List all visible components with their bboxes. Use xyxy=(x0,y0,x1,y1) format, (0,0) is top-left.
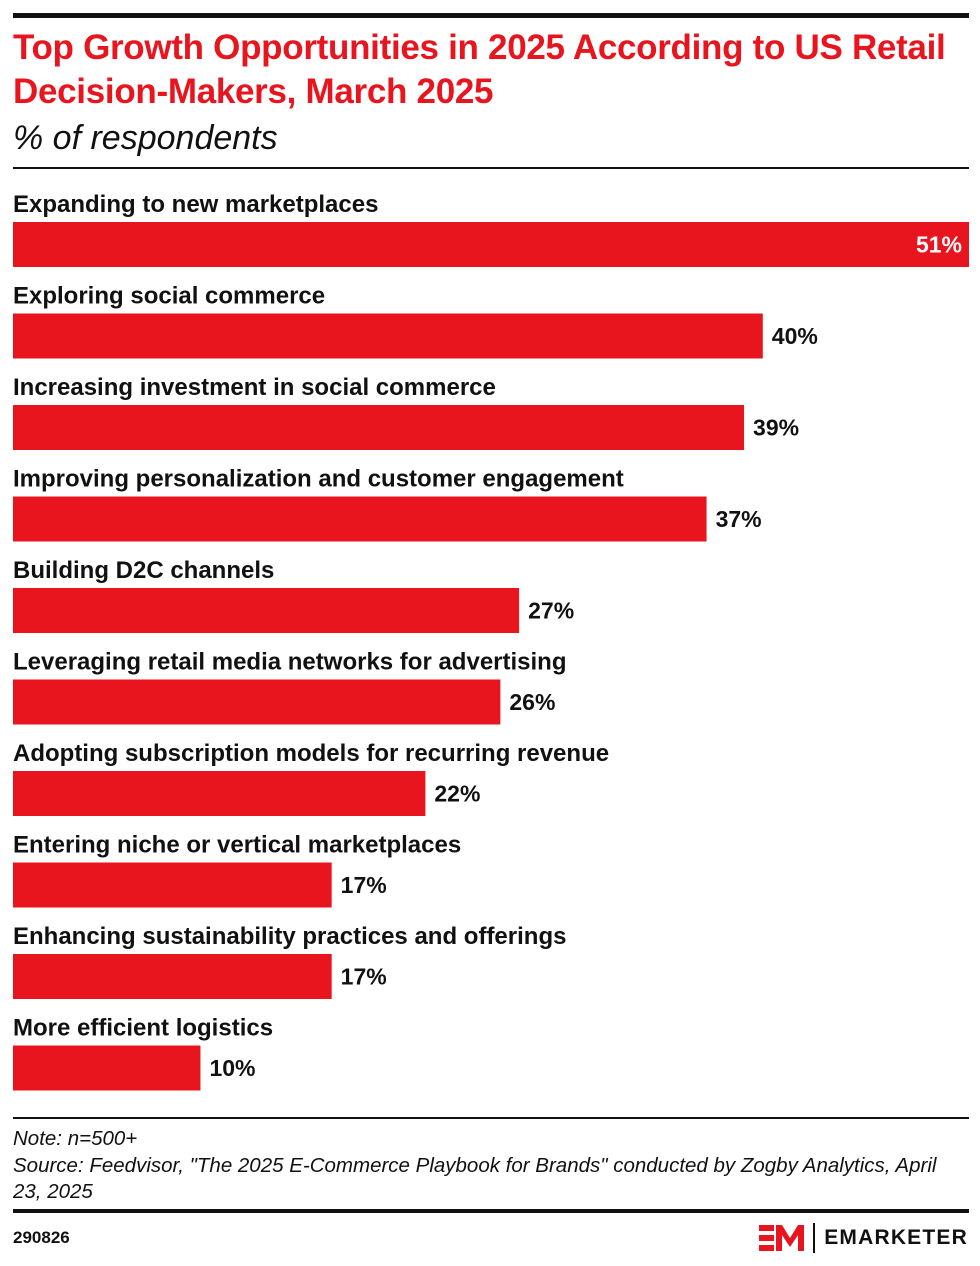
category-label: Entering niche or vertical marketplaces xyxy=(13,832,461,859)
category-label: Improving personalization and customer e… xyxy=(13,466,624,493)
category-label: More efficient logistics xyxy=(13,1015,273,1042)
chart-title: Top Growth Opportunities in 2025 Accordi… xyxy=(13,28,946,111)
value-label: 39% xyxy=(753,415,799,441)
bar-row: Leveraging retail media networks for adv… xyxy=(13,649,567,725)
value-label: 51% xyxy=(916,232,962,258)
bar-row: Increasing investment in social commerce… xyxy=(13,374,799,450)
value-label: 10% xyxy=(209,1055,255,1081)
value-label: 40% xyxy=(772,323,818,349)
header-divider xyxy=(13,167,969,169)
bar-row: Adopting subscription models for recurri… xyxy=(13,740,609,816)
bar-row: More efficient logistics 10% xyxy=(13,1015,273,1091)
value-label: 27% xyxy=(528,598,574,624)
source-text: Source: Feedvisor, "The 2025 E-Commerce … xyxy=(13,1153,937,1204)
bar xyxy=(13,679,501,725)
category-label: Adopting subscription models for recurri… xyxy=(13,740,609,767)
category-label: Exploring social commerce xyxy=(13,283,325,310)
category-label: Increasing investment in social commerce xyxy=(13,374,496,401)
bar xyxy=(13,771,426,816)
bar xyxy=(13,862,332,908)
note-text: Note: n=500+ xyxy=(13,1127,138,1150)
logo-divider xyxy=(813,1223,816,1253)
bar-row: Enhancing sustainability practices and o… xyxy=(13,923,566,999)
category-label: Leveraging retail media networks for adv… xyxy=(13,649,567,676)
bar-row: Expanding to new marketplaces 51% xyxy=(13,191,969,267)
chart-id: 290826 xyxy=(13,1228,70,1247)
footnote: Note: n=500+ Source: Feedvisor, "The 202… xyxy=(13,1126,943,1206)
bottom-rule xyxy=(13,1209,969,1213)
value-label: 37% xyxy=(716,506,762,532)
bar-row: Exploring social commerce 40% xyxy=(13,283,818,359)
bar xyxy=(13,954,332,999)
bar xyxy=(13,313,763,359)
bar xyxy=(13,496,707,542)
bar-row: Improving personalization and customer e… xyxy=(13,466,762,542)
bar-row: Building D2C channels 27% xyxy=(13,557,574,633)
footer-divider xyxy=(13,1117,969,1119)
bar xyxy=(13,588,520,633)
value-label: 17% xyxy=(341,872,387,898)
category-label: Building D2C channels xyxy=(13,557,274,584)
value-label: 22% xyxy=(434,781,480,807)
chart-subtitle: % of respondents xyxy=(13,119,278,157)
bar xyxy=(13,222,969,267)
category-label: Expanding to new marketplaces xyxy=(13,191,378,218)
value-label: 17% xyxy=(341,964,387,990)
emarketer-em-logo-icon xyxy=(759,1225,805,1251)
bar xyxy=(13,1045,201,1091)
category-label: Enhancing sustainability practices and o… xyxy=(13,923,566,950)
brand-logo: EMARKETER xyxy=(759,1218,968,1258)
top-rule xyxy=(13,13,969,18)
bar-row: Entering niche or vertical marketplaces 1… xyxy=(13,832,461,908)
brand-name: EMARKETER xyxy=(824,1226,968,1249)
value-label: 26% xyxy=(509,689,555,715)
bar xyxy=(13,405,745,450)
